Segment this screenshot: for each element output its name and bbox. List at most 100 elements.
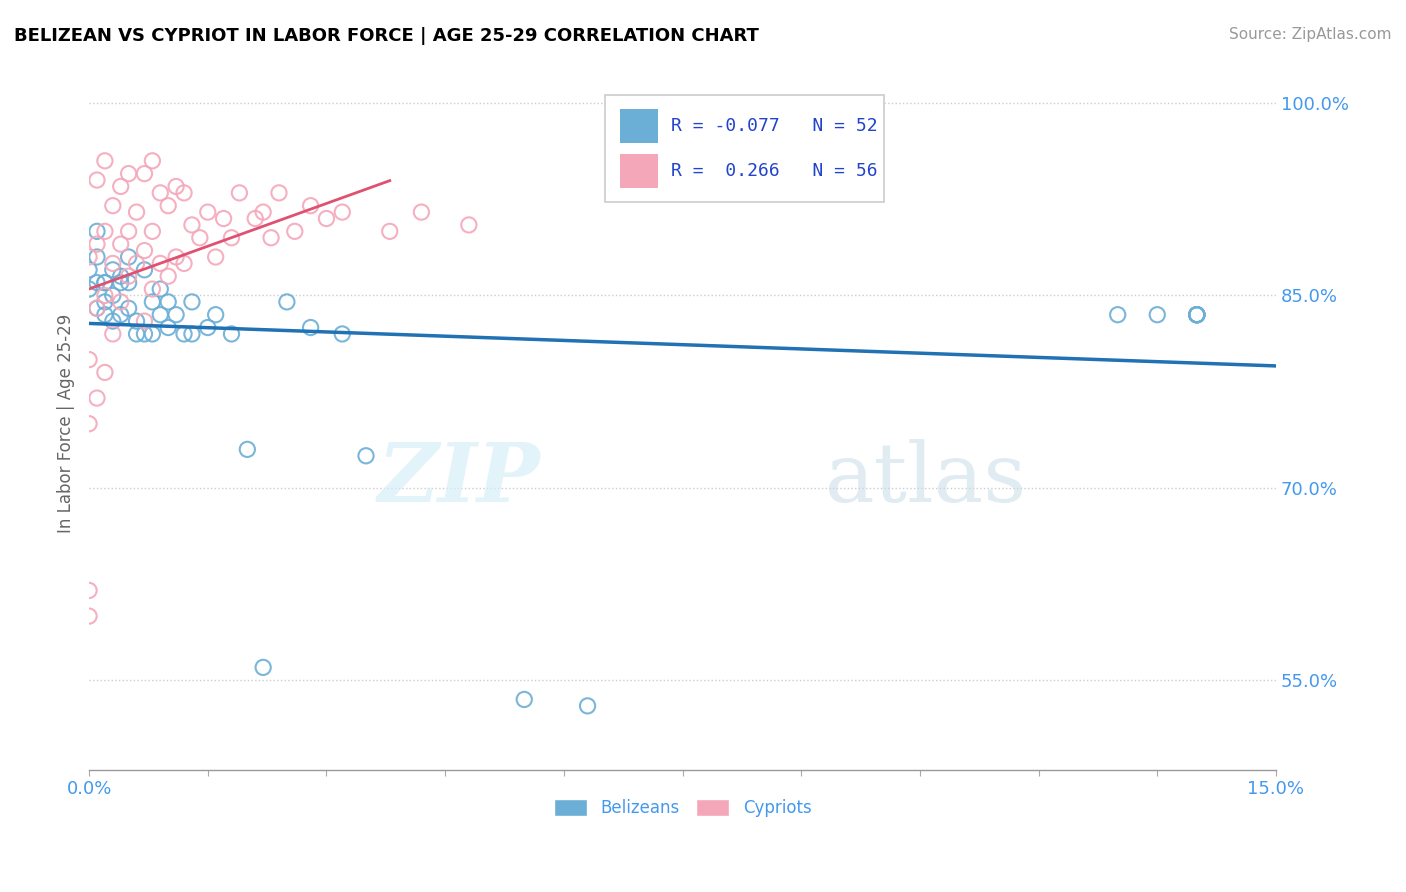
Point xyxy=(77,352,100,367)
Point xyxy=(1185,308,1208,322)
Point xyxy=(228,186,250,200)
Point xyxy=(165,250,187,264)
Point xyxy=(1185,308,1208,322)
Point xyxy=(77,583,100,598)
Point xyxy=(157,294,180,309)
Point xyxy=(299,320,322,334)
Point xyxy=(110,179,132,194)
Point xyxy=(260,231,283,245)
Point xyxy=(110,269,132,284)
Point xyxy=(141,224,163,238)
Point xyxy=(173,326,195,341)
Point xyxy=(411,205,433,219)
Point xyxy=(165,179,187,194)
Legend: Belizeans, Cypriots: Belizeans, Cypriots xyxy=(547,792,818,824)
Point xyxy=(117,301,139,316)
Text: R =  0.266   N = 56: R = 0.266 N = 56 xyxy=(671,162,877,180)
Point xyxy=(245,211,267,226)
Point xyxy=(141,282,163,296)
Point xyxy=(77,250,100,264)
Point xyxy=(86,301,108,316)
Point xyxy=(94,276,117,290)
Point xyxy=(94,308,117,322)
Point xyxy=(513,692,536,706)
Point xyxy=(86,250,108,264)
Point xyxy=(117,269,139,284)
Point xyxy=(94,276,117,290)
Point xyxy=(1107,308,1129,322)
Point xyxy=(378,224,401,238)
Point xyxy=(125,256,148,270)
Point xyxy=(165,308,187,322)
Point xyxy=(110,276,132,290)
Point xyxy=(94,153,117,168)
Point xyxy=(141,326,163,341)
Point xyxy=(110,237,132,252)
Point xyxy=(181,294,204,309)
Text: R = -0.077   N = 52: R = -0.077 N = 52 xyxy=(671,117,877,135)
Point xyxy=(188,231,211,245)
Point xyxy=(149,282,172,296)
Point xyxy=(86,301,108,316)
Point xyxy=(94,224,117,238)
Point xyxy=(149,308,172,322)
Point xyxy=(1185,308,1208,322)
Point xyxy=(1185,308,1208,322)
Point xyxy=(315,211,337,226)
Point xyxy=(125,314,148,328)
Point xyxy=(284,224,307,238)
Point xyxy=(101,326,124,341)
Point xyxy=(77,282,100,296)
Point xyxy=(157,199,180,213)
Point xyxy=(110,308,132,322)
Point xyxy=(101,256,124,270)
Point xyxy=(212,211,235,226)
Point xyxy=(86,237,108,252)
Point xyxy=(576,698,599,713)
Point xyxy=(149,186,172,200)
Point xyxy=(86,224,108,238)
Point xyxy=(267,186,290,200)
Point xyxy=(236,442,259,457)
Point xyxy=(1146,308,1168,322)
Point xyxy=(101,288,124,302)
Bar xyxy=(620,153,658,188)
Point xyxy=(457,218,479,232)
Point xyxy=(77,262,100,277)
Point xyxy=(1185,308,1208,322)
Point xyxy=(86,391,108,405)
Point xyxy=(117,224,139,238)
Point xyxy=(157,269,180,284)
Y-axis label: In Labor Force | Age 25-29: In Labor Force | Age 25-29 xyxy=(58,314,75,533)
Point xyxy=(204,250,226,264)
Text: atlas: atlas xyxy=(825,439,1026,519)
FancyBboxPatch shape xyxy=(606,95,884,202)
Point xyxy=(134,167,156,181)
Point xyxy=(354,449,377,463)
Point xyxy=(141,153,163,168)
Point xyxy=(86,276,108,290)
Point xyxy=(197,320,219,334)
Point xyxy=(117,250,139,264)
Text: ZIP: ZIP xyxy=(377,439,540,519)
Point xyxy=(330,326,353,341)
Point xyxy=(197,205,219,219)
Point xyxy=(134,262,156,277)
Point xyxy=(117,167,139,181)
Point xyxy=(110,294,132,309)
Point xyxy=(276,294,298,309)
Point xyxy=(134,314,156,328)
Point xyxy=(181,326,204,341)
Point xyxy=(252,205,274,219)
Point xyxy=(134,326,156,341)
Point xyxy=(221,231,243,245)
Point xyxy=(181,218,204,232)
Point xyxy=(125,205,148,219)
Point xyxy=(101,314,124,328)
Point xyxy=(1185,308,1208,322)
Point xyxy=(157,320,180,334)
Point xyxy=(134,244,156,258)
Point xyxy=(77,609,100,624)
Point xyxy=(330,205,353,219)
Point xyxy=(173,256,195,270)
